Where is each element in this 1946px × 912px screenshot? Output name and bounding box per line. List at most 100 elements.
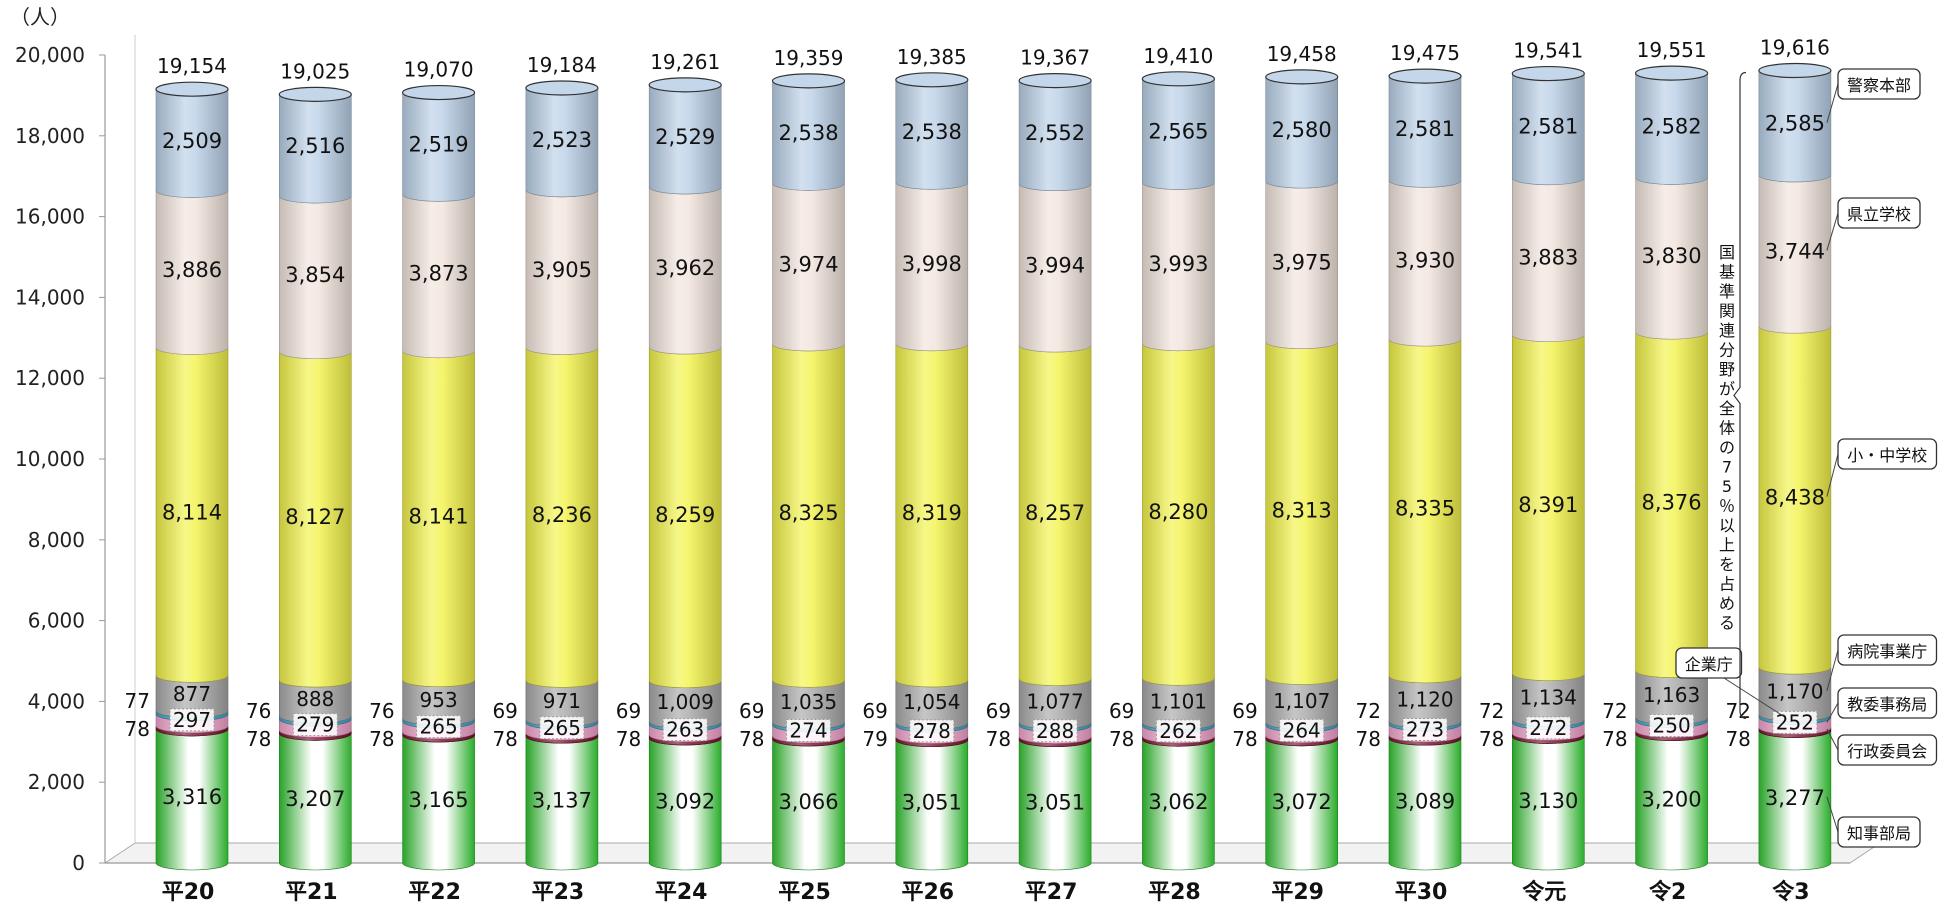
segment-label-kenritsu: 3,830 bbox=[1642, 244, 1702, 268]
segment-label-byoin: 971 bbox=[543, 689, 581, 713]
segment-label-kyoi: 278 bbox=[913, 719, 951, 743]
annotation-char: 体 bbox=[1719, 419, 1735, 438]
y-tick-label: 4,000 bbox=[28, 689, 85, 713]
segment-label-chiji: 3,165 bbox=[409, 788, 469, 812]
segment-label-byoin: 953 bbox=[420, 688, 458, 712]
bar-group-平28[interactable] bbox=[1141, 71, 1216, 871]
legend-label: 企業庁 bbox=[1685, 655, 1733, 674]
total-label: 19,025 bbox=[280, 59, 350, 83]
segment-label-box bbox=[1772, 710, 1818, 734]
legend-label: 行政委員会 bbox=[1847, 742, 1927, 761]
x-category-label: 平24 bbox=[655, 880, 708, 905]
segment-label-kenritsu: 3,974 bbox=[778, 253, 838, 277]
side-label-gyosei: 79 bbox=[862, 727, 887, 751]
y-tick-label: 0 bbox=[72, 851, 85, 875]
segment-label-kenritsu: 3,930 bbox=[1395, 249, 1455, 273]
segment-label-keisatsu: 2,581 bbox=[1518, 115, 1578, 139]
segment-label-chiji: 3,072 bbox=[1272, 790, 1332, 814]
total-label: 19,410 bbox=[1143, 44, 1213, 68]
bar-group-平21[interactable] bbox=[278, 86, 352, 871]
x-category-label: 平20 bbox=[162, 880, 215, 905]
total-label: 19,385 bbox=[897, 45, 967, 69]
bar-group-令元[interactable] bbox=[1511, 65, 1585, 871]
side-label-gyosei: 78 bbox=[369, 727, 394, 751]
segment-label-box bbox=[786, 718, 831, 742]
bar-group-平24[interactable] bbox=[648, 77, 722, 871]
legend-leader-line bbox=[1826, 453, 1839, 497]
y-tick-label: 8,000 bbox=[28, 528, 85, 552]
side-label-kigyo: 69 bbox=[1232, 699, 1257, 723]
segment-label-kyoi: 297 bbox=[173, 708, 211, 732]
segment-label-shochu: 8,280 bbox=[1148, 500, 1208, 524]
annotation-char: 占 bbox=[1719, 575, 1735, 594]
bar-group-平20[interactable] bbox=[155, 81, 229, 871]
side-label-kigyo: 69 bbox=[739, 699, 764, 723]
segment-label-kenritsu: 3,975 bbox=[1272, 250, 1332, 274]
x-category-label: 平21 bbox=[285, 880, 338, 905]
segment-label-shochu: 8,319 bbox=[902, 501, 962, 525]
segment-label-shochu: 8,259 bbox=[655, 503, 715, 527]
side-label-kigyo: 69 bbox=[862, 699, 887, 723]
segment-label-kenritsu: 3,962 bbox=[655, 256, 715, 280]
segment-label-byoin: 1,107 bbox=[1273, 689, 1330, 713]
bar-top-cap bbox=[155, 81, 229, 97]
segment-label-kyoi: 288 bbox=[1036, 719, 1074, 743]
legend-box bbox=[1675, 647, 1743, 679]
annotation-char: 連 bbox=[1719, 321, 1735, 340]
segment-label-kyoi: 265 bbox=[420, 715, 458, 739]
bar-group-平23[interactable] bbox=[525, 80, 599, 871]
side-label-gyosei: 78 bbox=[1109, 727, 1134, 751]
segment-label-kyoi: 262 bbox=[1159, 719, 1197, 743]
segment-label-box bbox=[292, 713, 338, 737]
segment-label-byoin: 1,163 bbox=[1643, 683, 1700, 707]
legend-leader-line bbox=[1826, 796, 1839, 833]
bar-group-平29[interactable] bbox=[1265, 69, 1339, 871]
bar-group-平25[interactable] bbox=[771, 73, 846, 871]
segment-label-keisatsu: 2,538 bbox=[902, 120, 962, 144]
bar-group-平27[interactable] bbox=[1018, 73, 1092, 871]
bar-top-cap bbox=[278, 86, 352, 102]
segment-label-box bbox=[169, 708, 215, 732]
bar-top-cap bbox=[1634, 65, 1709, 81]
bar-top-cap bbox=[402, 84, 476, 101]
segment-label-shochu: 8,313 bbox=[1272, 499, 1332, 523]
bar-group-令2[interactable] bbox=[1634, 65, 1709, 871]
segment-label-kenritsu: 3,998 bbox=[902, 252, 962, 276]
segment-label-chiji: 3,316 bbox=[162, 785, 222, 809]
bar-top-cap bbox=[1018, 73, 1092, 89]
segment-label-chiji: 3,200 bbox=[1642, 787, 1702, 811]
legend-box bbox=[1837, 68, 1921, 100]
segment-label-keisatsu: 2,516 bbox=[285, 134, 345, 158]
legend-box bbox=[1837, 734, 1938, 766]
segment-label-keisatsu: 2,519 bbox=[409, 132, 469, 156]
segment-label-keisatsu: 2,582 bbox=[1642, 114, 1702, 138]
bar-top-cap bbox=[648, 77, 722, 93]
x-category-label: 令元 bbox=[1522, 879, 1566, 905]
segment-label-chiji: 3,051 bbox=[902, 790, 962, 814]
bar-top-cap bbox=[1141, 71, 1216, 87]
annotation-bracket bbox=[1733, 71, 1747, 719]
annotation-char: ％ bbox=[1719, 497, 1735, 516]
total-label: 19,070 bbox=[404, 58, 474, 82]
annotation-char: を bbox=[1719, 555, 1735, 574]
y-tick-label: 6,000 bbox=[28, 609, 85, 633]
segment-label-byoin: 1,077 bbox=[1026, 689, 1083, 713]
legend-leader-line bbox=[1826, 702, 1839, 723]
bar-top-cap bbox=[895, 72, 969, 88]
segment-label-box bbox=[1279, 718, 1325, 742]
legend-box bbox=[1837, 816, 1921, 848]
bar-group-平30[interactable] bbox=[1388, 68, 1462, 871]
bar-group-平22[interactable] bbox=[402, 84, 476, 871]
bar-group-平26[interactable] bbox=[895, 72, 969, 871]
segment-label-byoin: 1,134 bbox=[1520, 686, 1577, 710]
annotation-text: 国基準関連分野が全体の 7 5 ％以上を占める bbox=[1719, 243, 1735, 633]
side-label-kigyo: 72 bbox=[1479, 699, 1504, 723]
x-category-label: 平27 bbox=[1025, 880, 1078, 905]
segment-label-chiji: 3,137 bbox=[532, 789, 592, 813]
bar-group-令3[interactable] bbox=[1758, 62, 1832, 871]
segment-label-kyoi: 264 bbox=[1283, 718, 1321, 742]
y-tick-label: 2,000 bbox=[28, 770, 85, 794]
annotation-char: 5 bbox=[1722, 477, 1732, 496]
segment-label-keisatsu: 2,538 bbox=[778, 121, 838, 145]
segment-label-box bbox=[1649, 714, 1695, 738]
